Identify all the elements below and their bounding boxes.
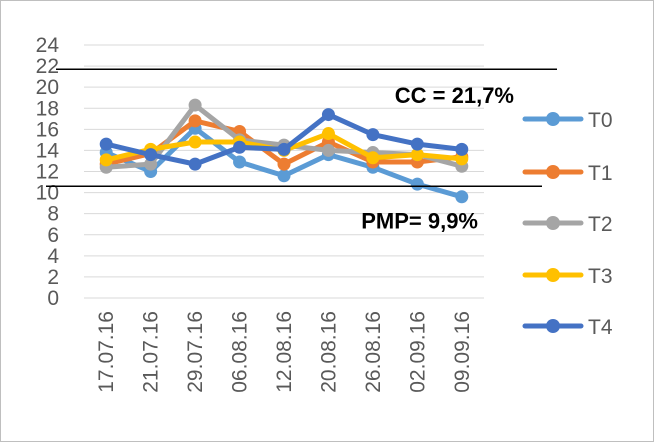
data-point	[144, 157, 158, 171]
x-tick-label: 17.07.16	[95, 311, 118, 393]
data-point	[99, 137, 113, 151]
x-tick-label: 12.08.16	[273, 311, 296, 393]
data-point	[188, 135, 202, 149]
y-tick-label: 2	[47, 266, 59, 289]
y-tick-label: 14	[36, 139, 60, 162]
legend-item-T0: T0	[522, 109, 613, 132]
data-point	[366, 151, 380, 165]
x-tick-label: 09.09.16	[451, 311, 474, 393]
x-tick-label: 20.08.16	[317, 311, 340, 393]
legend-label: T1	[588, 162, 613, 185]
reference-line-label: PMP= 9,9%	[361, 208, 478, 233]
data-point	[321, 108, 335, 122]
legend-label: T4	[588, 316, 613, 339]
data-point	[277, 169, 291, 183]
legend-swatch-marker	[546, 165, 560, 179]
series-lines	[99, 98, 469, 204]
x-tick-label: 29.07.16	[184, 311, 207, 393]
data-point	[188, 157, 202, 171]
y-tick-label: 22	[36, 55, 59, 78]
x-axis-ticks: 17.07.16 21.07.16 29.07.16 06.08.16 12.08.16…	[95, 311, 474, 393]
data-point	[233, 155, 247, 169]
legend: T0 T1 T2 T3 T4	[522, 109, 613, 339]
data-point	[410, 137, 424, 151]
y-tick-label: 10	[36, 182, 59, 205]
series-T4	[99, 108, 469, 171]
y-tick-label: 6	[47, 224, 59, 247]
data-point	[144, 148, 158, 162]
data-point	[455, 152, 469, 166]
reference-lines: CC = 21,7% PMP= 9,9%	[46, 68, 557, 233]
legend-label: T3	[588, 265, 613, 288]
x-tick-label: 06.08.16	[229, 311, 252, 393]
y-tick-label: 18	[36, 97, 59, 120]
x-tick-label: 02.09.16	[406, 311, 429, 393]
data-point	[455, 190, 469, 204]
legend-item-T2: T2	[522, 213, 613, 236]
y-tick-label: 8	[47, 203, 59, 226]
y-tick-label: 16	[36, 118, 59, 141]
y-tick-label: 4	[47, 245, 59, 268]
legend-swatch-marker	[546, 112, 560, 126]
y-tick-label: 12	[36, 161, 59, 184]
data-point	[321, 127, 335, 141]
data-point	[188, 98, 202, 112]
legend-item-T3: T3	[522, 265, 613, 288]
data-point	[277, 157, 291, 171]
gridlines	[84, 44, 484, 299]
data-point	[321, 143, 335, 157]
x-tick-label: 26.08.16	[362, 311, 385, 393]
data-point	[233, 140, 247, 154]
legend-label: T0	[588, 109, 613, 132]
data-point	[188, 114, 202, 128]
legend-item-T4: T4	[522, 316, 613, 339]
reference-line-label: CC = 21,7%	[395, 83, 514, 108]
legend-swatch-marker	[546, 319, 560, 333]
data-point	[410, 177, 424, 191]
data-point	[277, 142, 291, 156]
data-point	[366, 128, 380, 142]
legend-item-T1: T1	[522, 162, 613, 185]
data-point	[99, 153, 113, 167]
legend-label: T2	[588, 213, 613, 236]
x-tick-label: 21.07.16	[140, 311, 163, 393]
y-tick-label: 20	[36, 76, 59, 99]
legend-swatch-marker	[546, 216, 560, 230]
data-point	[455, 142, 469, 156]
legend-swatch-marker	[546, 268, 560, 282]
y-tick-label: 0	[47, 287, 59, 310]
data-point	[410, 148, 424, 162]
y-tick-label: 24	[36, 34, 60, 57]
